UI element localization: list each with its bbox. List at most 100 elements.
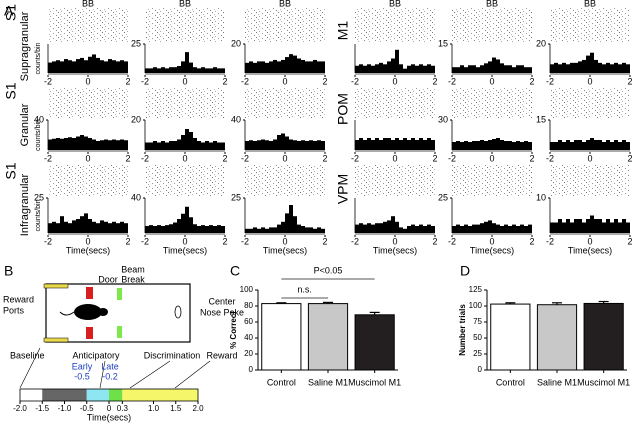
bar — [112, 60, 116, 73]
bar — [265, 228, 269, 233]
y-tick-label: 20 — [244, 349, 253, 358]
x-tick-label: 2 — [432, 236, 437, 246]
x-tick-label: Control — [267, 377, 296, 387]
x-tick-label: 0 — [392, 76, 397, 86]
x-tick-label: Muscimol M1 — [577, 377, 630, 387]
bar — [217, 68, 221, 73]
x-tick-label: 0 — [182, 236, 187, 246]
layer-label: Granular — [19, 103, 31, 146]
x-tick-label: 0.3 — [117, 404, 129, 413]
bar — [92, 139, 96, 150]
bar — [566, 64, 570, 73]
bar — [321, 61, 325, 73]
bar — [221, 142, 225, 150]
bar — [490, 303, 531, 371]
bar — [177, 66, 181, 73]
area-label: POM — [335, 93, 351, 125]
x-axis — [452, 233, 532, 235]
panel-label: C — [230, 263, 240, 279]
x-axis — [245, 150, 325, 152]
chart-title: BB — [279, 0, 291, 8]
bar — [169, 141, 173, 150]
bar — [153, 226, 157, 233]
raster — [245, 88, 325, 118]
bar — [367, 223, 371, 233]
bar — [120, 60, 124, 73]
bar — [145, 226, 149, 233]
bar — [415, 140, 419, 150]
y-tick-label: 100 — [240, 285, 254, 294]
bar — [293, 55, 297, 73]
bar — [92, 54, 96, 73]
label: Reward — [206, 350, 237, 360]
bar — [249, 61, 253, 73]
bar — [249, 140, 253, 150]
raster — [48, 165, 128, 196]
bar — [72, 138, 76, 150]
bar — [305, 61, 309, 73]
bar — [399, 64, 403, 73]
bar — [550, 64, 554, 73]
x-tick-label: -2 — [351, 76, 359, 86]
bar — [387, 138, 391, 150]
x-tick-label: -2 — [546, 236, 554, 246]
bar — [355, 65, 359, 73]
x-axis — [145, 150, 225, 152]
x-tick-label: -2 — [44, 76, 52, 86]
bar — [558, 64, 562, 73]
bar — [289, 139, 293, 150]
bar — [395, 138, 399, 150]
bar — [116, 223, 120, 233]
y-tick-label: 25 — [34, 192, 44, 202]
bar — [598, 140, 602, 150]
raster — [452, 165, 532, 196]
x-tick-label: 2 — [627, 76, 632, 86]
bar — [177, 219, 181, 233]
x-axis — [48, 73, 128, 75]
bar — [60, 138, 64, 150]
bar — [476, 224, 480, 233]
bar — [100, 60, 104, 73]
bar — [124, 223, 128, 233]
area-label: S1 — [3, 82, 19, 99]
bar — [48, 223, 52, 233]
bar — [594, 59, 598, 73]
x-tick-label: 2 — [322, 153, 327, 163]
x-axis — [452, 150, 532, 152]
bar — [391, 216, 395, 233]
chart-title: BB — [584, 0, 596, 8]
x-tick-label: 0 — [282, 236, 287, 246]
x-tick-label: 0 — [282, 76, 287, 86]
area-label: S1 — [3, 4, 19, 21]
label: Reward — [3, 294, 34, 304]
bar — [92, 221, 96, 233]
bar — [201, 225, 205, 233]
bar — [512, 67, 516, 73]
bar — [550, 222, 554, 233]
bar — [153, 67, 157, 73]
y-axis-label: % Correct — [229, 311, 238, 349]
bar — [189, 62, 193, 73]
layer-label: Supragranular — [19, 11, 31, 81]
bar — [309, 61, 313, 73]
bar — [554, 142, 558, 150]
label: Beam — [121, 264, 145, 274]
x-tick-label: 2 — [322, 76, 327, 86]
bar — [383, 221, 387, 233]
bar — [56, 223, 60, 233]
bar — [363, 224, 367, 233]
bar — [528, 67, 532, 73]
bar — [289, 205, 293, 233]
bar — [379, 62, 383, 73]
bar — [618, 142, 622, 150]
bar — [68, 60, 72, 73]
y-tick-label: 75 — [473, 317, 482, 326]
bar — [189, 217, 193, 233]
bar — [205, 226, 209, 233]
bar — [281, 221, 285, 233]
bar — [201, 142, 205, 150]
panel-label: B — [4, 263, 13, 279]
bar — [456, 67, 460, 73]
bar — [269, 227, 273, 233]
bar — [598, 219, 602, 233]
